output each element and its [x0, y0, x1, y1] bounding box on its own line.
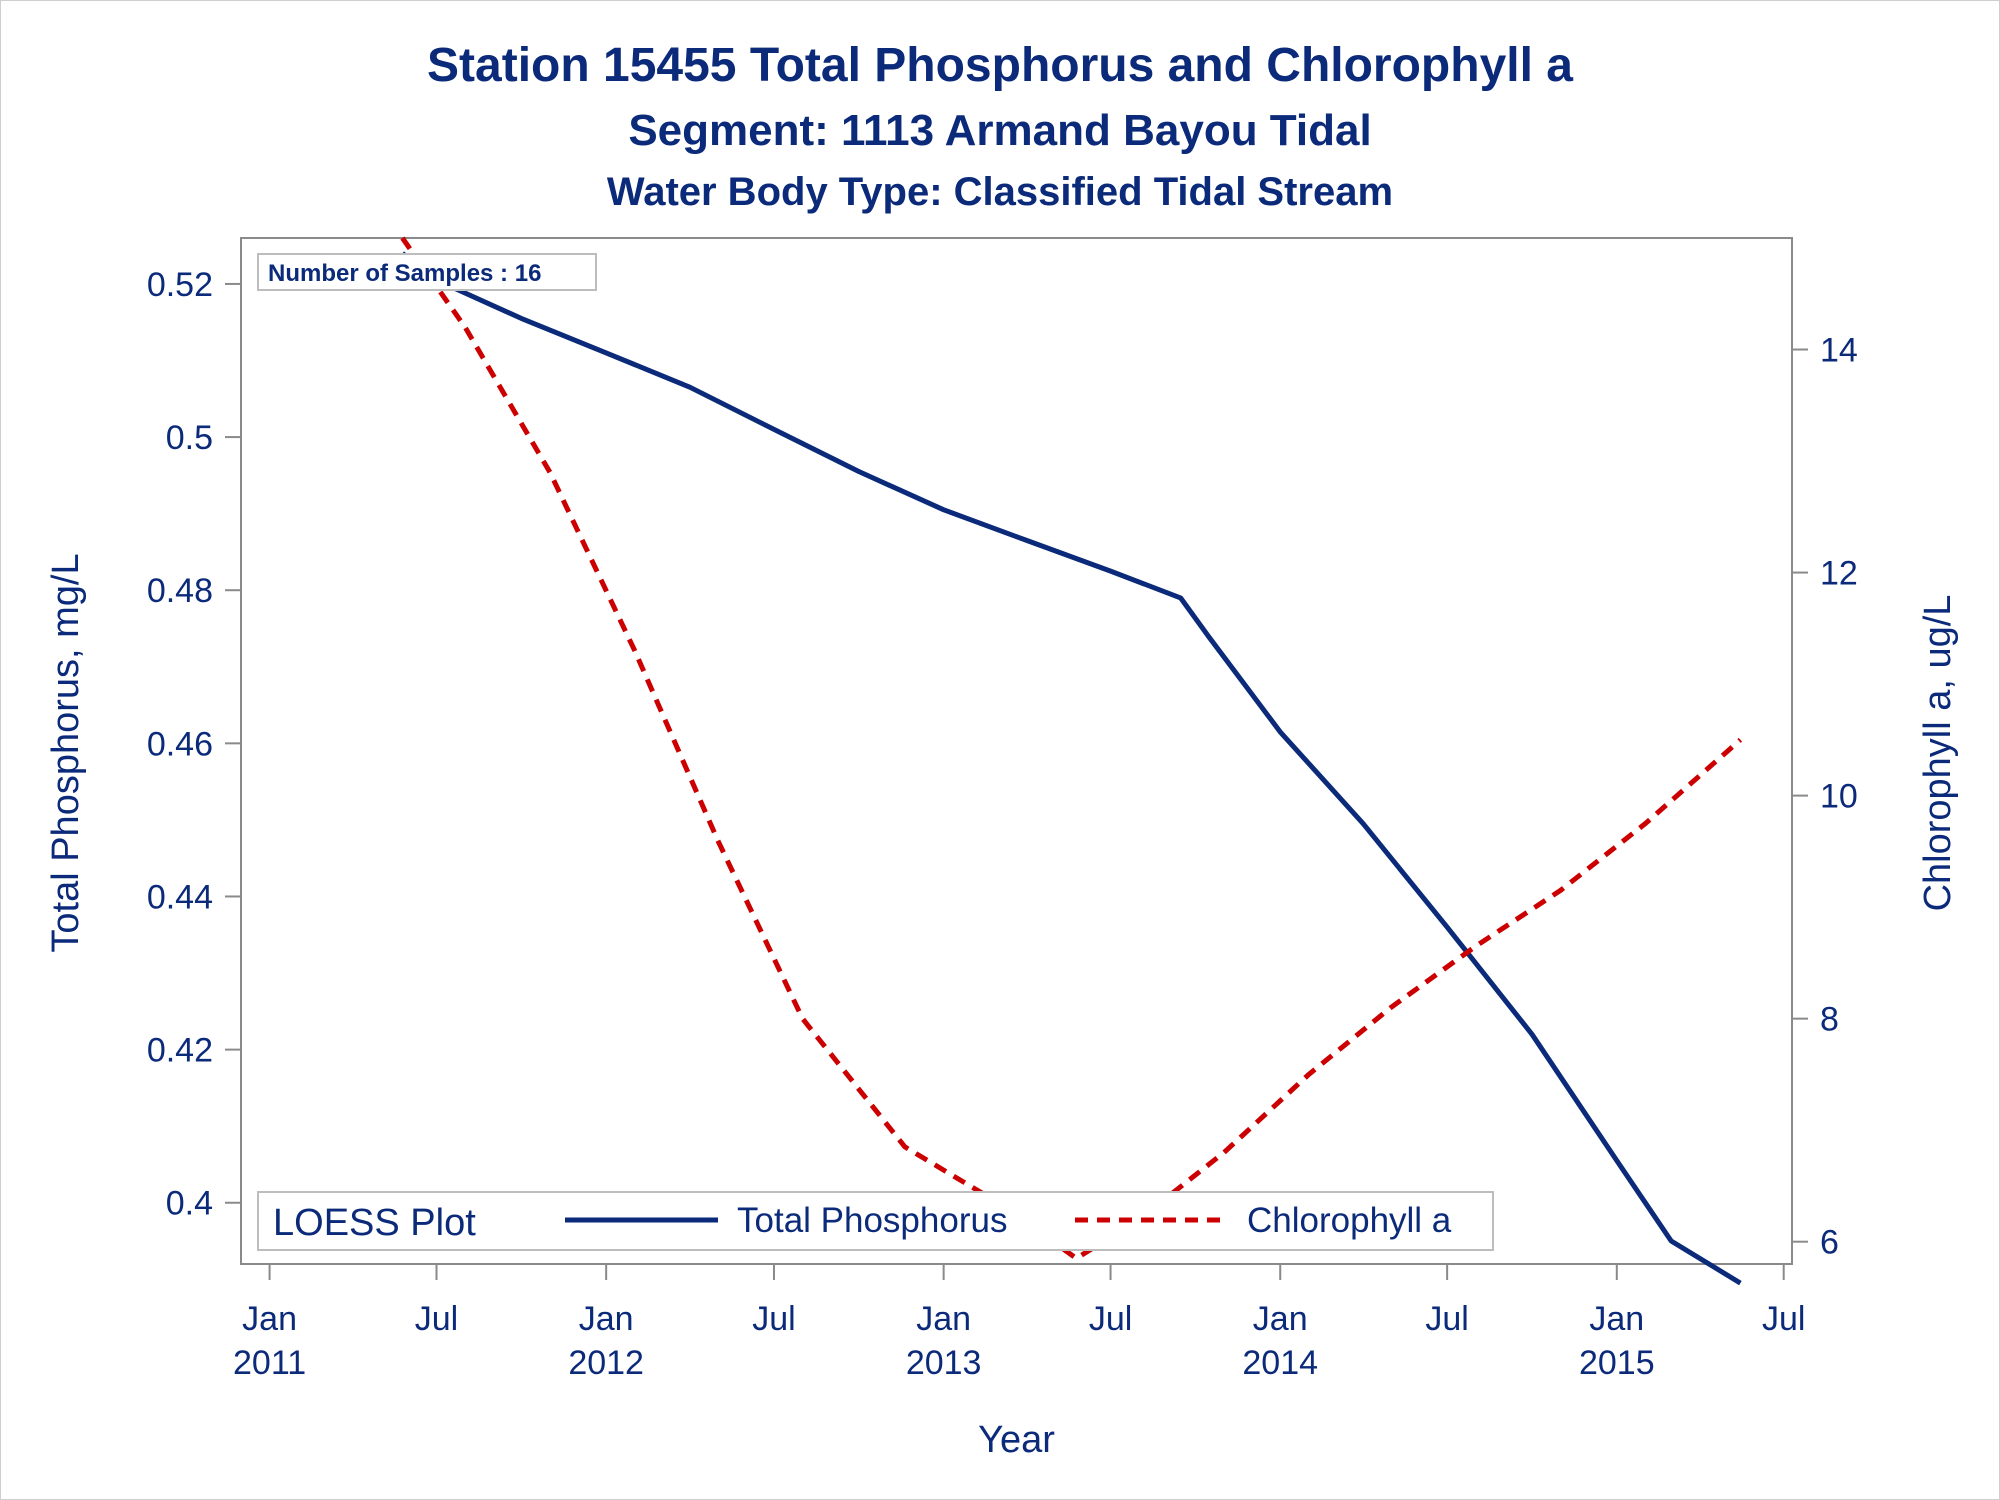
samples-count-label: Number of Samples : 16	[268, 260, 541, 287]
x-tick-label: Jan	[1589, 1300, 1644, 1338]
series-layer	[400, 236, 1743, 1286]
x-tick-label: Jan	[1253, 1300, 1308, 1338]
x-tick-label: Jul	[1425, 1300, 1468, 1338]
x-tick-label: Jan	[579, 1300, 634, 1338]
series-line-total-phosphorus	[400, 251, 1742, 1286]
y-tick-label: 0.48	[147, 572, 213, 610]
y-axis-right: 6 8 10 12 14	[1792, 332, 1858, 1262]
x-tick-label: Jan	[916, 1300, 971, 1338]
x-axis: Jan 2011 Jul Jan 2012 Jul Jan 2013 Jul Jan 2014 Jul…	[233, 1263, 1805, 1382]
y-tick-label: 0.52	[147, 266, 213, 304]
x-tick-label: 2015	[1579, 1344, 1655, 1382]
x-tick-label: Jul	[1089, 1300, 1132, 1338]
chart-subtitle-2: Water Body Type: Classified Tidal Stream	[606, 170, 1394, 214]
y-axis-label-right: Chlorophyll a, ug/L	[1917, 595, 1959, 912]
y-axis-left: 0.4 0.42 0.44 0.46 0.48 0.5 0.52	[147, 266, 241, 1223]
legend-label-chlorophyll-a: Chlorophyll a	[1247, 1201, 1452, 1240]
y2-tick-label: 8	[1820, 1001, 1839, 1039]
chart-title: Station 15455 Total Phosphorus and Chlor…	[427, 39, 1573, 92]
x-tick-label: 2014	[1242, 1344, 1318, 1382]
series-line-chlorophyll-a	[400, 236, 1743, 1261]
legend-title: LOESS Plot	[273, 1202, 476, 1244]
y-axis-label-left: Total Phosphorus, mg/L	[45, 553, 87, 952]
samples-inset: Number of Samples : 16	[257, 253, 597, 291]
legend: LOESS Plot Total Phosphorus Chlorophyll …	[257, 1191, 1494, 1251]
legend-label-total-phosphorus: Total Phosphorus	[737, 1201, 1007, 1240]
y-tick-label: 0.46	[147, 725, 213, 763]
x-tick-label: Jul	[415, 1300, 458, 1338]
x-tick-label: Jul	[1762, 1300, 1805, 1338]
x-tick-label: 2012	[568, 1344, 644, 1382]
x-tick-label: Jan	[242, 1300, 297, 1338]
y-tick-label: 0.5	[166, 419, 213, 457]
x-tick-label: 2013	[906, 1344, 982, 1382]
y-tick-label: 0.44	[147, 878, 213, 916]
y2-tick-label: 14	[1820, 332, 1858, 370]
y-tick-label: 0.42	[147, 1032, 213, 1070]
x-axis-label: Year	[978, 1419, 1055, 1461]
chart-subtitle: Segment: 1113 Armand Bayou Tidal	[628, 106, 1372, 155]
x-tick-label: 2011	[233, 1344, 306, 1382]
x-tick-label: Jul	[752, 1300, 795, 1338]
legend-box	[257, 1191, 1494, 1251]
plot-area	[240, 237, 1793, 1265]
samples-inset-box	[257, 253, 597, 291]
y-tick-label: 0.4	[166, 1185, 213, 1223]
y2-tick-label: 10	[1820, 778, 1858, 816]
y2-tick-label: 6	[1820, 1224, 1839, 1262]
y2-tick-label: 12	[1820, 555, 1858, 593]
